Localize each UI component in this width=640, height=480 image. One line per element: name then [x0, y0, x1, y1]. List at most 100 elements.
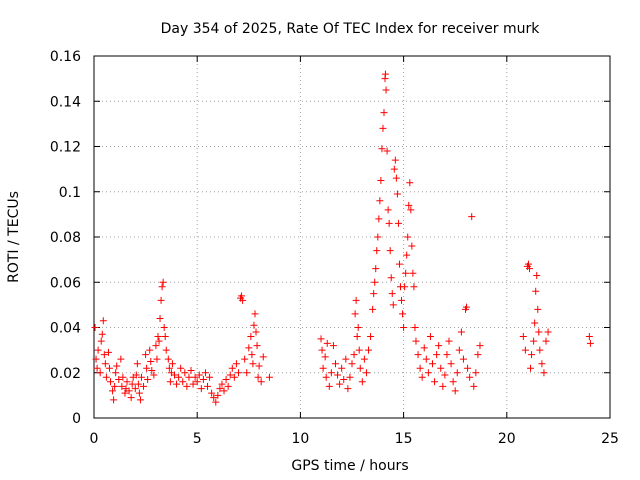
data-point: [352, 296, 360, 304]
x-tick-label: 10: [291, 431, 309, 447]
data-point: [356, 364, 364, 372]
data-point: [585, 333, 593, 341]
data-point: [144, 376, 152, 384]
data-point: [228, 364, 236, 372]
data-point: [403, 251, 411, 259]
data-point: [253, 342, 261, 350]
data-point: [104, 348, 112, 356]
data-point: [435, 342, 443, 350]
data-point: [110, 396, 118, 404]
data-point: [408, 242, 416, 250]
data-point: [354, 324, 362, 331]
data-point: [439, 382, 447, 390]
data-point: [472, 369, 480, 377]
data-point: [457, 328, 465, 336]
data-point: [464, 364, 472, 372]
data-point: [331, 360, 339, 368]
data-point: [165, 364, 173, 372]
data-point: [374, 233, 382, 241]
data-point: [177, 364, 185, 372]
data-point: [210, 394, 218, 402]
data-point: [466, 373, 474, 381]
data-point: [319, 364, 327, 372]
data-point: [247, 333, 255, 341]
data-point: [102, 373, 110, 381]
data-point: [94, 346, 102, 354]
data-point: [445, 337, 453, 345]
data-point: [468, 213, 476, 221]
data-point: [109, 387, 117, 395]
data-point: [183, 382, 191, 390]
data-point: [459, 355, 467, 363]
data-point: [243, 369, 251, 377]
data-point: [362, 369, 370, 377]
data-point: [527, 364, 535, 372]
data-point: [159, 278, 167, 286]
data-point: [342, 355, 350, 363]
data-point: [148, 366, 156, 374]
data-point: [251, 310, 259, 318]
data-point: [405, 201, 413, 209]
data-point: [128, 380, 136, 388]
data-point: [245, 344, 253, 352]
data-point: [393, 190, 401, 198]
data-point: [197, 385, 205, 393]
data-point: [344, 385, 352, 393]
data-point: [153, 355, 161, 363]
data-point: [586, 339, 594, 347]
data-point: [431, 378, 439, 386]
y-tick-label: 0.16: [50, 49, 81, 65]
x-tick-labels: 0 5 10 15 20 25: [90, 431, 619, 447]
data-point: [137, 373, 145, 381]
data-point: [248, 351, 256, 359]
data-point: [392, 174, 400, 182]
data-point: [230, 373, 238, 381]
data-point: [351, 310, 359, 318]
data-point: [199, 376, 207, 384]
x-tick-label: 25: [601, 431, 619, 447]
data-point: [451, 387, 459, 395]
data-point: [441, 371, 449, 379]
data-point: [249, 360, 257, 368]
data-point: [528, 351, 536, 359]
data-point: [418, 373, 426, 381]
y-tick-label: 0.14: [50, 94, 81, 110]
data-point: [358, 378, 366, 386]
data-point: [265, 373, 273, 381]
data-point: [259, 353, 267, 361]
data-point: [155, 337, 163, 345]
data-point: [406, 179, 414, 187]
data-point: [373, 247, 381, 255]
data-point: [214, 391, 222, 399]
data-point: [140, 382, 148, 390]
data-point: [336, 380, 344, 388]
data-point: [449, 378, 457, 386]
data-point: [99, 317, 107, 325]
data-point: [399, 310, 407, 318]
data-point: [162, 346, 170, 354]
data-point: [346, 373, 354, 381]
data-point: [350, 351, 358, 359]
data-point: [476, 342, 484, 350]
data-point: [400, 324, 408, 331]
data-point: [98, 330, 106, 338]
data-point: [131, 385, 139, 393]
data-point: [401, 283, 409, 291]
data-point: [181, 369, 189, 377]
data-point: [216, 385, 224, 393]
data-point: [355, 346, 363, 354]
data-point: [544, 328, 552, 336]
data-point: [226, 371, 234, 379]
data-point: [524, 260, 532, 268]
x-tick-label: 20: [498, 431, 516, 447]
data-point: [161, 333, 169, 341]
data-point: [175, 373, 183, 381]
data-point: [463, 303, 471, 311]
data-point: [212, 398, 220, 406]
x-tick-label: 0: [90, 431, 99, 447]
data-point: [329, 342, 337, 350]
data-point: [136, 396, 144, 404]
data-point: [147, 357, 155, 365]
data-point: [222, 376, 230, 384]
